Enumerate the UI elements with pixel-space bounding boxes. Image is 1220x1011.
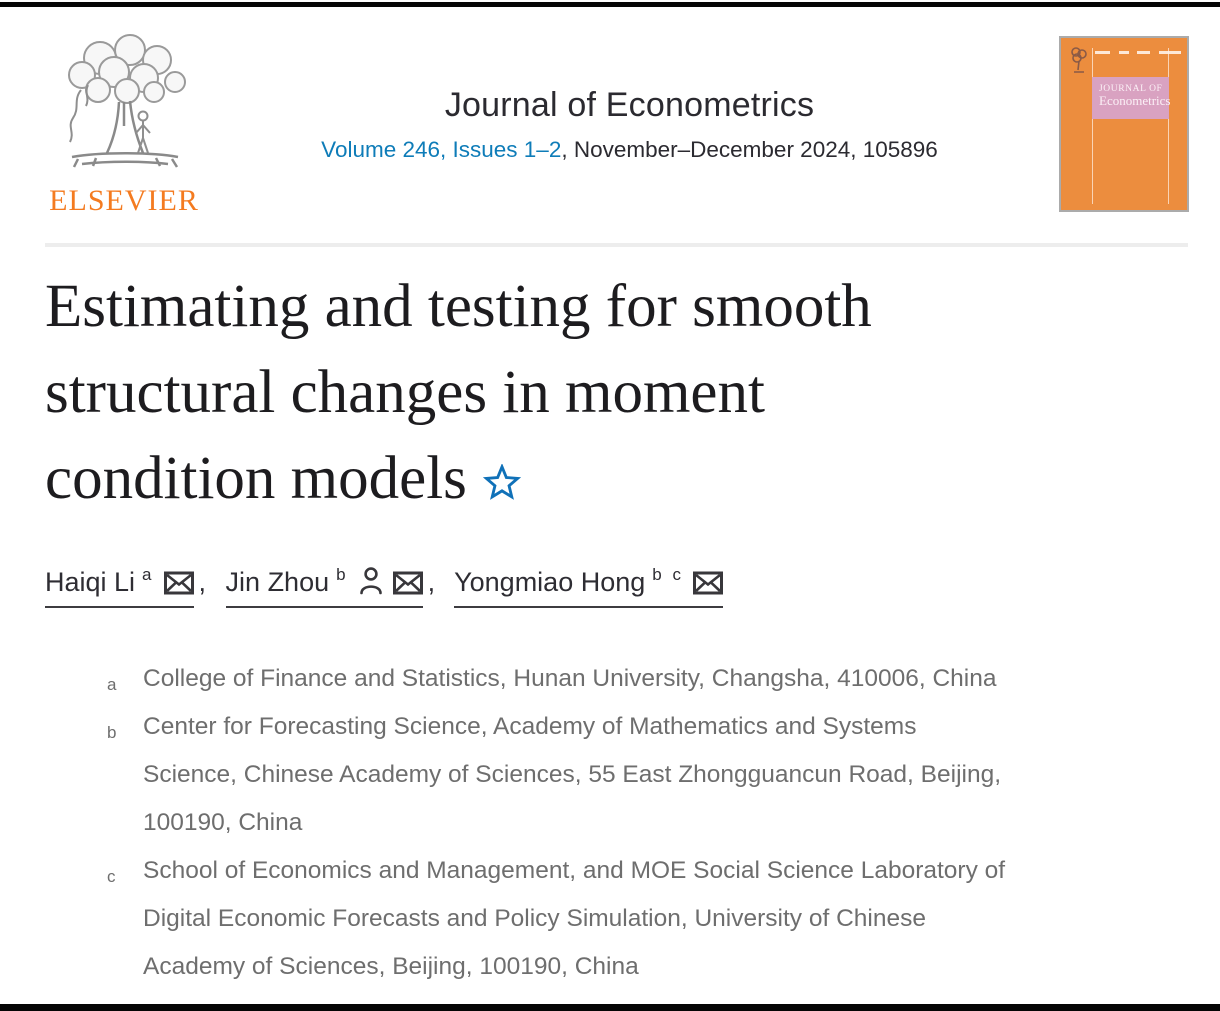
cover-microtext <box>1095 51 1110 54</box>
author-haiqi-li[interactable]: Haiqi Li a <box>45 565 194 608</box>
author-list: Haiqi Li a, Jin Zhou b, Yongmiao Hong b c <box>45 565 723 608</box>
affiliation-text: School of Economics and Management, and … <box>143 857 1006 884</box>
affiliation-c: c School of Economics and Management, an… <box>105 847 1200 991</box>
affiliation-sup: a <box>107 675 117 694</box>
article-title-line: structural changes in moment <box>45 359 765 426</box>
cover-rule-right <box>1168 48 1169 204</box>
cover-rule-left <box>1092 48 1093 204</box>
cover-title-line1: JOURNAL OF <box>1099 84 1163 94</box>
affiliation-text: Science, Chinese Academy of Sciences, 55… <box>143 761 1002 788</box>
author-affiliation-sup: a <box>142 565 155 584</box>
author-affiliation-sup: b c <box>652 565 684 584</box>
bottom-frame-bar <box>0 1004 1220 1011</box>
article-title-line: condition models <box>45 436 1185 524</box>
elsevier-logo[interactable]: ELSEVIER <box>40 30 208 218</box>
person-icon[interactable] <box>358 566 384 602</box>
affiliation-text: College of Finance and Statistics, Hunan… <box>143 665 997 692</box>
cover-microtext <box>1159 51 1181 54</box>
footnote-star-icon[interactable] <box>482 438 522 524</box>
elsevier-wordmark[interactable]: ELSEVIER <box>49 184 199 217</box>
header-divider <box>45 243 1188 247</box>
email-icon[interactable] <box>392 571 423 602</box>
author-jin-zhou[interactable]: Jin Zhou b <box>225 565 423 608</box>
author-affiliation-sup: b <box>336 565 349 584</box>
cover-microtext <box>1119 51 1129 54</box>
issue-date-number: , November–December 2024, 105896 <box>561 137 938 162</box>
author-separator: , <box>198 567 207 597</box>
issue-line: Volume 246, Issues 1–2, November–Decembe… <box>222 137 1037 163</box>
author-name[interactable]: Jin Zhou <box>225 567 330 597</box>
article-title-line: Estimating and testing for smooth <box>45 273 872 340</box>
affiliation-b: b Center for Forecasting Science, Academ… <box>105 703 1200 847</box>
elsevier-tree-icon <box>68 34 186 168</box>
email-icon[interactable] <box>692 571 723 602</box>
cover-tree-emblem-icon <box>1071 47 1087 73</box>
affiliation-text: 100190, China <box>143 809 303 836</box>
affiliation-sup: c <box>107 867 116 886</box>
affiliation-a: a College of Finance and Statistics, Hun… <box>105 655 1200 703</box>
email-icon[interactable] <box>163 571 194 602</box>
affiliation-sup: b <box>107 723 117 742</box>
author-separator: , <box>427 567 436 597</box>
journal-title-link[interactable]: Journal of Econometrics <box>444 86 815 124</box>
author-name[interactable]: Yongmiao Hong <box>454 567 646 597</box>
journal-cover-thumbnail[interactable]: JOURNAL OF Econometrics <box>1059 36 1189 212</box>
affiliation-text: Academy of Sciences, Beijing, 100190, Ch… <box>143 953 639 980</box>
cover-title-banner: JOURNAL OF Econometrics <box>1092 77 1171 119</box>
author-name[interactable]: Haiqi Li <box>45 567 136 597</box>
affiliation-text: Digital Economic Forecasts and Policy Si… <box>143 905 926 932</box>
top-frame-bar <box>0 2 1220 7</box>
cover-title-line2: Econometrics <box>1099 93 1171 108</box>
author-yongmiao-hong[interactable]: Yongmiao Hong b c <box>454 565 723 608</box>
volume-issue-link[interactable]: Volume 246, Issues 1–2 <box>321 137 562 162</box>
article-title: Estimating and testing for smooth struct… <box>45 264 1185 524</box>
article-title-line-text: condition models <box>45 445 467 512</box>
affiliation-list: a College of Finance and Statistics, Hun… <box>105 655 1200 991</box>
journal-head: Journal of Econometrics Volume 246, Issu… <box>222 86 1037 163</box>
affiliation-text: Center for Forecasting Science, Academy … <box>143 713 917 740</box>
cover-microtext <box>1137 51 1150 54</box>
